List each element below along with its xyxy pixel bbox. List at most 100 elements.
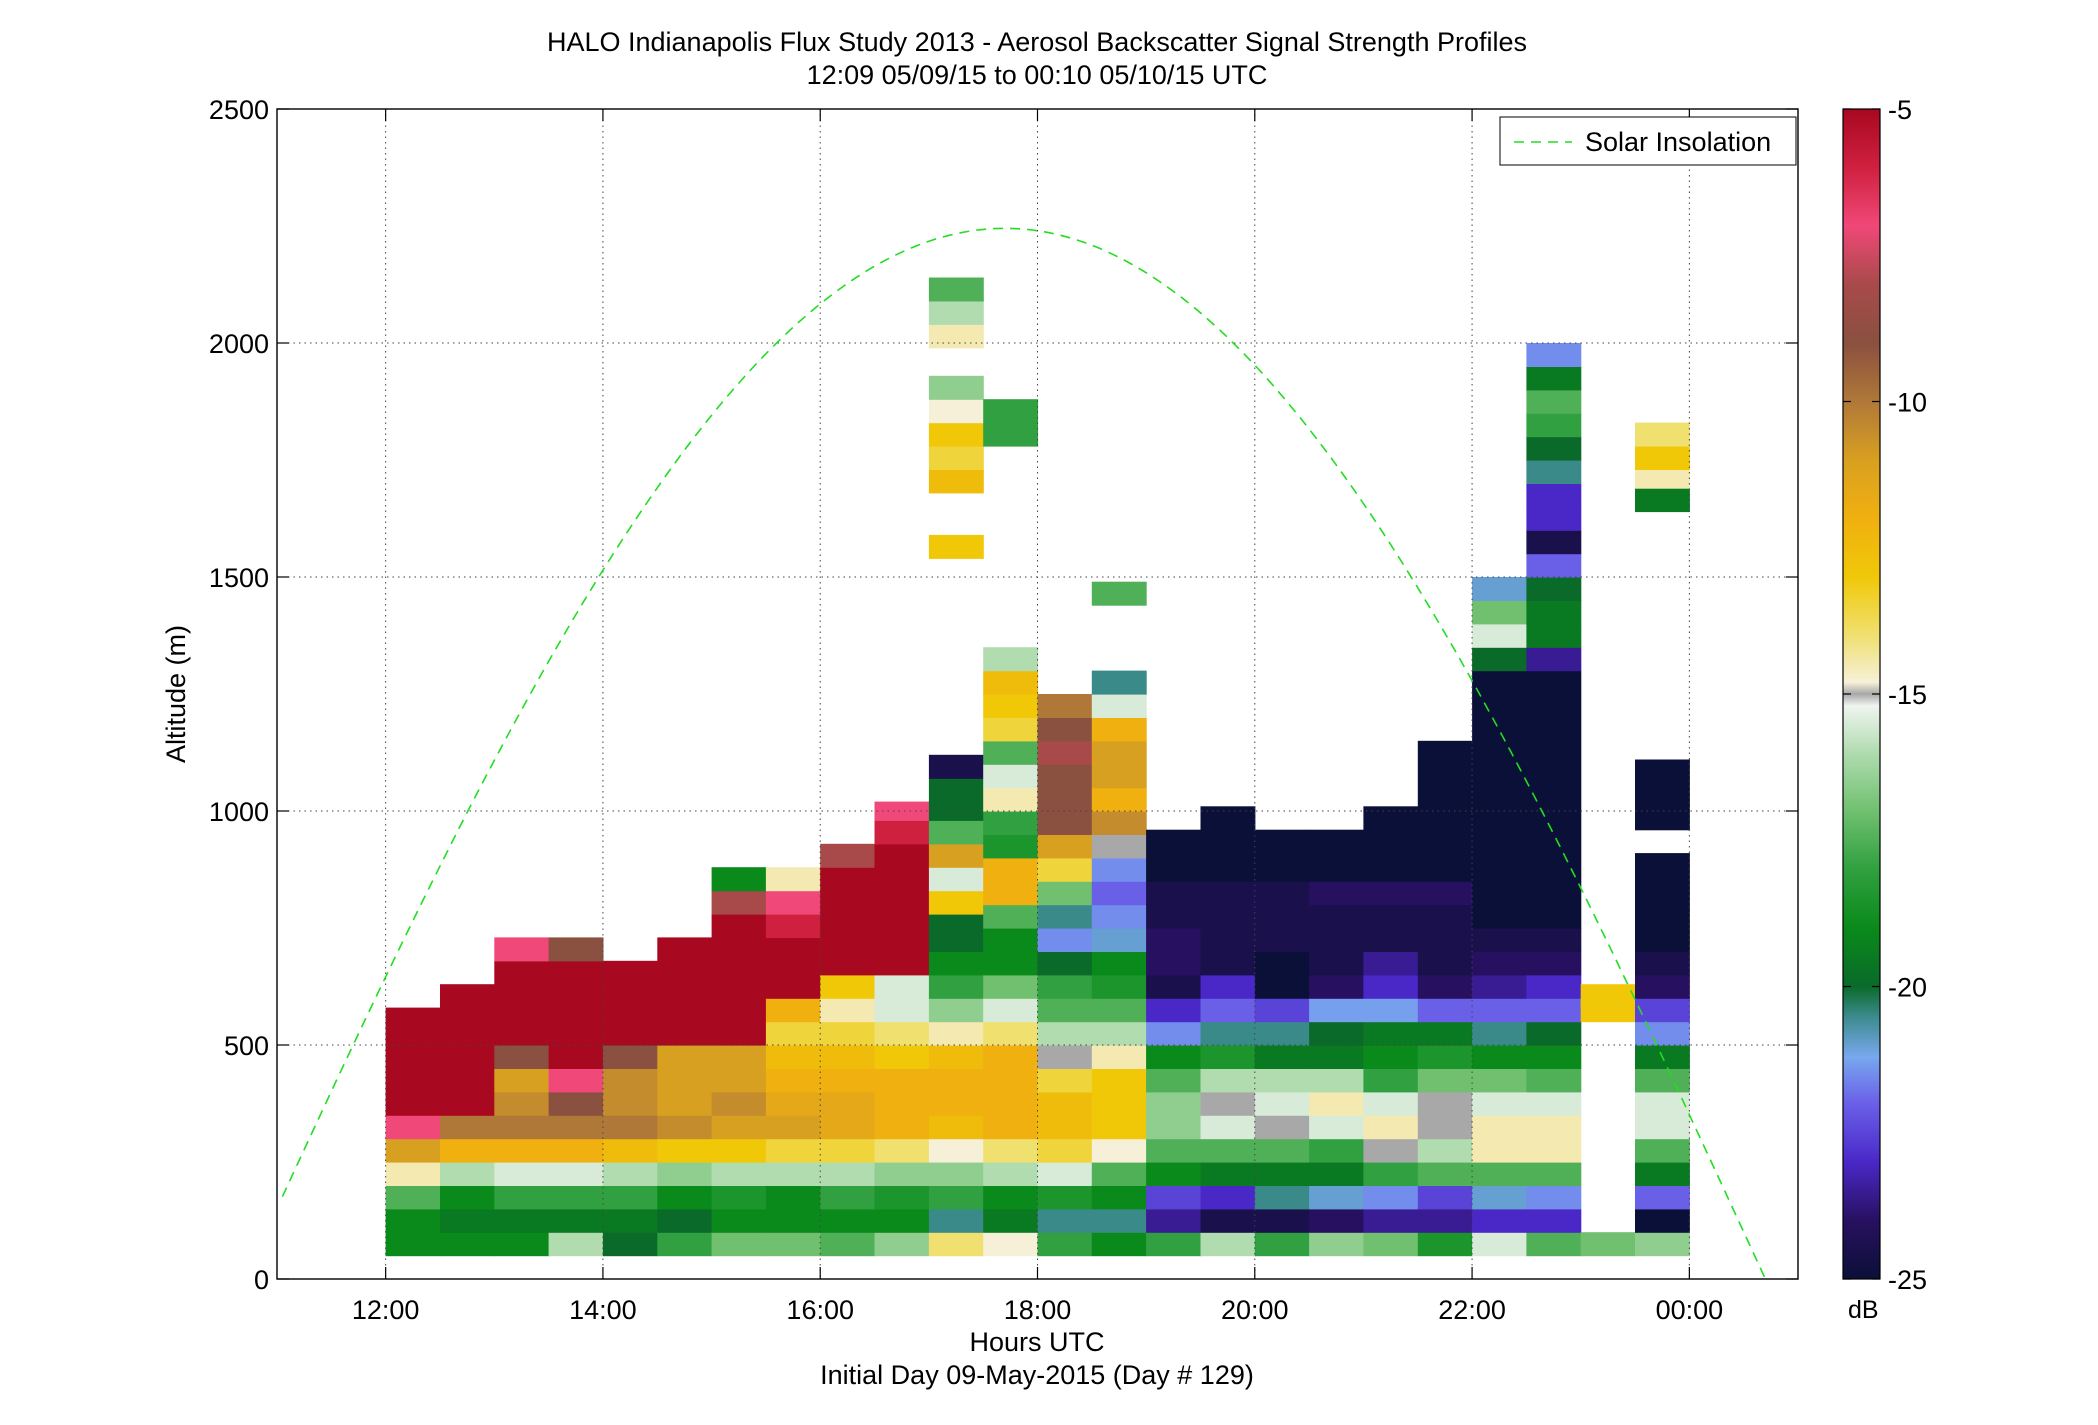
heatmap-cell (1309, 951, 1364, 976)
heatmap-cell (983, 399, 1039, 447)
heatmap-cell (1363, 904, 1419, 929)
heatmap-cell (711, 1091, 767, 1116)
heatmap-cell (494, 937, 550, 962)
heatmap-cell (1363, 1138, 1419, 1163)
heatmap-cell (1526, 577, 1582, 601)
heatmap-cell (1037, 1068, 1093, 1093)
heatmap-cell (765, 1232, 821, 1257)
x-tick-label: 20:00 (1221, 1295, 1289, 1325)
heatmap-cell (1200, 904, 1256, 929)
heatmap-cell (765, 867, 821, 892)
heatmap-cell (1635, 951, 1690, 976)
heatmap-cell (1363, 928, 1419, 952)
heatmap-cell (1635, 1068, 1690, 1093)
heatmap-cell (874, 1021, 930, 1046)
heatmap-cell (765, 914, 821, 938)
heatmap-cell (765, 1045, 821, 1069)
heatmap-cell (983, 1068, 1039, 1093)
heatmap-cell (494, 1208, 550, 1233)
x-axis-ticks: 12:00 14:00 16:00 18:00 20:00 22:00 00:00 (352, 109, 1723, 1325)
heatmap-cell (765, 1115, 821, 1140)
heatmap-cell (1309, 998, 1364, 1023)
colorbar-tick-label: -15 (1888, 680, 1927, 710)
heatmap-cell (928, 1185, 984, 1210)
heatmap-cell (1146, 1232, 1201, 1257)
heatmap-cell (928, 1138, 984, 1163)
heatmap-cell (1472, 1115, 1527, 1140)
heatmap-cell (1091, 1045, 1147, 1069)
heatmap-cell (1635, 446, 1690, 470)
chart-subtitle: 12:09 05/09/15 to 00:10 05/10/15 UTC (807, 60, 1268, 90)
heatmap-cell (1363, 881, 1419, 906)
heatmap-cell (1037, 881, 1093, 906)
heatmap-cell (1309, 1091, 1364, 1116)
x-tick-label: 00:00 (1656, 1295, 1724, 1325)
heatmap-cell (1037, 974, 1093, 999)
heatmap-cell (1472, 1091, 1527, 1116)
heatmap-cell (1200, 928, 1256, 952)
heatmap-cell (1526, 1115, 1582, 1140)
heatmap-cell (983, 857, 1039, 882)
heatmap-cell (1526, 553, 1582, 578)
chart-title: HALO Indianapolis Flux Study 2013 - Aero… (547, 27, 1527, 57)
heatmap-cell (1363, 1208, 1419, 1233)
heatmap-cell (820, 1208, 876, 1233)
heatmap-cell (1363, 1115, 1419, 1140)
heatmap-cell (928, 820, 984, 845)
heatmap-cell (1309, 1115, 1364, 1140)
heatmap-cell (765, 1138, 821, 1163)
heatmap-cell (1526, 670, 1582, 929)
heatmap-cell (1146, 974, 1201, 999)
heatmap-cell (1200, 1138, 1256, 1163)
heatmap-cell (983, 881, 1039, 906)
colorbar: -5 -10 -15 -20 -25 dB (1842, 95, 1927, 1324)
heatmap-cell (1363, 1232, 1419, 1257)
heatmap-cell (602, 1162, 658, 1186)
colorbar-tick-label: -25 (1888, 1265, 1927, 1295)
heatmap-cell (1526, 647, 1582, 672)
heatmap-cell (1526, 436, 1582, 461)
heatmap-cell (657, 1045, 713, 1069)
heatmap-cell (820, 1138, 876, 1163)
heatmap-cell (1200, 1208, 1256, 1233)
heatmap-cell (874, 1068, 930, 1093)
heatmap-cell (928, 324, 984, 349)
heatmap-cell (1091, 740, 1147, 765)
heatmap-cell (1635, 422, 1690, 447)
heatmap-cell (874, 843, 930, 976)
heatmap-cell (1526, 389, 1582, 414)
heatmap-cell (1037, 1091, 1093, 1116)
heatmap-cell (1254, 1115, 1310, 1140)
legend-box (1499, 116, 1797, 166)
heatmap-cell (440, 984, 495, 1116)
heatmap-cell (1200, 1185, 1256, 1210)
heatmap-cell (1037, 764, 1093, 812)
heatmap-cell (1200, 1068, 1256, 1093)
heatmap-cell (983, 834, 1039, 859)
heatmap-cell (1091, 1232, 1147, 1257)
heatmap-cell (928, 300, 984, 325)
heatmap-cell (1146, 1185, 1201, 1210)
heatmap-cell (1254, 1208, 1310, 1233)
heatmap-cell (1146, 1091, 1201, 1116)
heatmap-cell (1309, 1232, 1364, 1257)
colorbar-tick-label: -5 (1888, 95, 1912, 125)
heatmap-cell (1472, 928, 1527, 952)
x-axis-label: Hours UTC (969, 1327, 1104, 1357)
heatmap-cell (983, 787, 1039, 812)
heatmap-cell (1146, 829, 1201, 882)
heatmap-cell (765, 1208, 821, 1233)
heatmap-cell (983, 694, 1039, 718)
heatmap-cell (1635, 1021, 1690, 1046)
heatmap-cell (1417, 1232, 1473, 1257)
heatmap-cell (1037, 1162, 1093, 1186)
heatmap-cell (928, 469, 984, 494)
heatmap-cell (1037, 1185, 1093, 1210)
heatmap-cell (1200, 951, 1256, 976)
heatmap-cell (440, 1208, 495, 1233)
heatmap-cell (1254, 1045, 1310, 1069)
heatmap-cell (983, 974, 1039, 999)
heatmap-cell (1417, 904, 1473, 929)
heatmap-cell (1472, 1068, 1527, 1093)
heatmap-cell (1635, 1115, 1690, 1140)
